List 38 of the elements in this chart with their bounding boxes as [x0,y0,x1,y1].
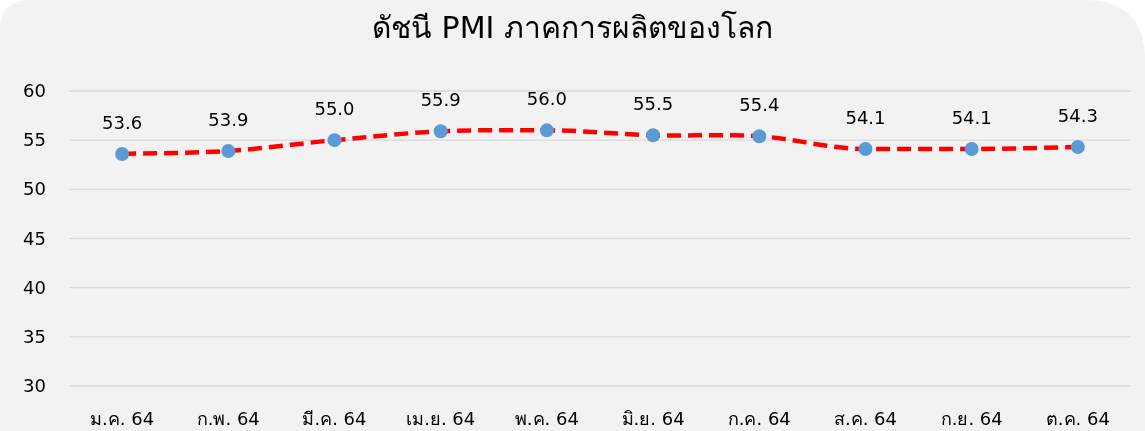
point [646,128,661,143]
point [1070,140,1085,155]
data-label: 54.1 [845,107,886,129]
point [327,133,342,148]
y-tick-label: 40 [23,276,46,298]
point [115,146,130,161]
data-label: 54.3 [1057,105,1098,127]
data-label: 54.1 [951,107,992,129]
x-tick-label: ต.ค. 64 [1045,408,1110,429]
data-label: 55.5 [633,93,674,115]
chart-title: ดัชนี PMI ภาคการผลิตของโลก [372,10,773,45]
y-tick-label: 50 [23,178,46,200]
y-tick-label: 35 [23,325,46,347]
y-tick-label: 60 [23,80,46,101]
x-tick-label: ก.ค. 64 [727,408,791,429]
point [752,129,767,144]
y-tick-label: 55 [23,129,46,151]
point [221,143,236,158]
x-tick-label: มี.ค. 64 [302,408,367,429]
point [539,123,554,138]
point [858,142,873,157]
data-label: 55.4 [739,94,780,116]
x-tick-label: ส.ค. 64 [833,408,898,429]
x-tick-label: พ.ค. 64 [514,408,579,429]
data-label: 56.0 [526,88,567,110]
x-tick-label: ก.ย. 64 [940,408,1003,429]
x-tick-label: ก.พ. 64 [196,408,260,429]
data-label: 55.9 [420,89,461,111]
y-tick-label: 30 [23,375,46,396]
point [964,142,979,157]
x-tick-label: ม.ค. 64 [90,408,155,429]
x-tick-label: มิ.ย. 64 [621,408,685,429]
data-label: 55.0 [314,98,355,120]
point [433,124,448,139]
data-label: 53.6 [102,111,143,133]
x-tick-label: เม.ย. 64 [406,408,476,429]
data-label: 53.9 [208,108,249,130]
y-tick-label: 45 [23,227,46,249]
